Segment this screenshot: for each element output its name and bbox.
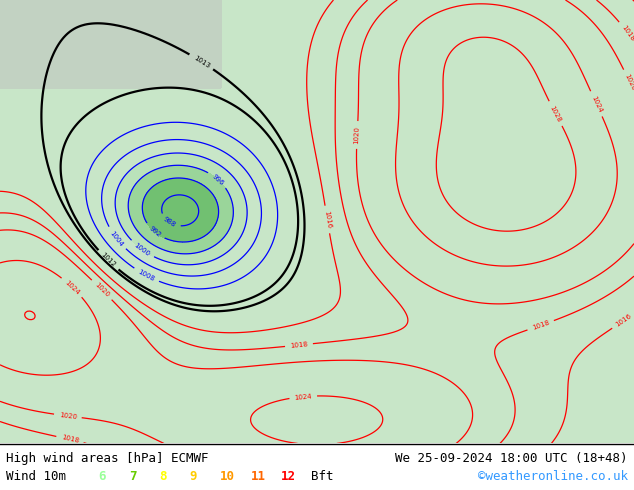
Text: 1018: 1018 — [620, 24, 634, 42]
Text: 1020: 1020 — [58, 412, 77, 420]
Text: 1028: 1028 — [549, 104, 562, 123]
Text: 11: 11 — [250, 470, 266, 483]
Text: 1012: 1012 — [100, 252, 117, 269]
Text: ©weatheronline.co.uk: ©weatheronline.co.uk — [477, 470, 628, 483]
Text: 1020: 1020 — [623, 73, 634, 92]
Text: 992: 992 — [148, 225, 162, 239]
Text: 1018: 1018 — [290, 341, 308, 349]
Text: 1000: 1000 — [133, 242, 151, 257]
Text: 1024: 1024 — [590, 95, 603, 113]
Text: 996: 996 — [210, 173, 224, 186]
Text: 1004: 1004 — [109, 229, 124, 247]
Text: 1024: 1024 — [63, 279, 81, 295]
Text: 1020: 1020 — [93, 281, 110, 298]
Text: 1016: 1016 — [323, 210, 332, 229]
Text: 10: 10 — [220, 470, 235, 483]
Text: 6: 6 — [98, 470, 106, 483]
Text: 7: 7 — [129, 470, 136, 483]
Text: 1016: 1016 — [614, 313, 633, 328]
Text: 12: 12 — [281, 470, 296, 483]
Text: 1018: 1018 — [60, 435, 79, 444]
Text: Wind 10m: Wind 10m — [6, 470, 67, 483]
Text: 1018: 1018 — [531, 319, 550, 331]
Text: Bft: Bft — [311, 470, 333, 483]
Text: We 25-09-2024 18:00 UTC (18+48): We 25-09-2024 18:00 UTC (18+48) — [395, 452, 628, 465]
Text: 1024: 1024 — [294, 393, 313, 400]
Text: 988: 988 — [162, 216, 177, 229]
Text: 9: 9 — [190, 470, 197, 483]
Text: High wind areas [hPa] ECMWF: High wind areas [hPa] ECMWF — [6, 452, 209, 465]
Text: 1013: 1013 — [192, 54, 210, 69]
Text: 8: 8 — [159, 470, 167, 483]
Text: 1020: 1020 — [354, 126, 361, 144]
Text: 1008: 1008 — [137, 269, 156, 282]
